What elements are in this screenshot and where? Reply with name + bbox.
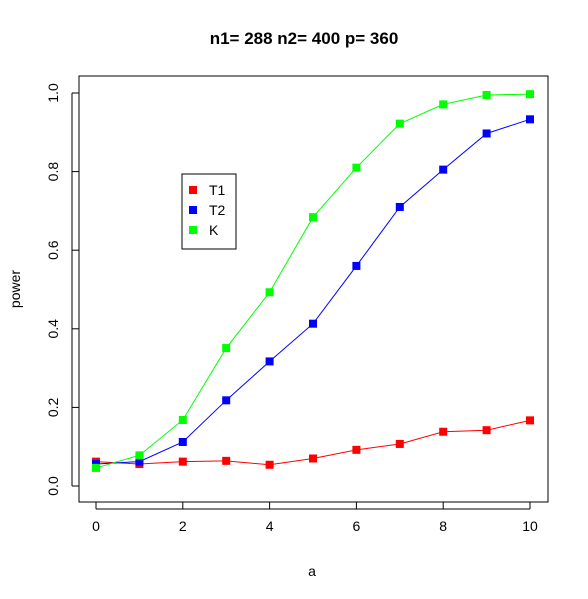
data-point: [352, 261, 361, 270]
data-point: [265, 460, 274, 469]
x-axis: 0 2 4 6 8 10: [92, 502, 538, 534]
x-tick-label: 0: [92, 518, 100, 534]
data-point: [439, 165, 448, 174]
data-point: [265, 357, 274, 366]
data-point: [222, 396, 231, 405]
y-tick-label: 1.0: [45, 83, 61, 103]
data-point: [439, 427, 448, 436]
series-k: [92, 90, 534, 472]
series-t2: [92, 115, 534, 468]
data-point: [526, 416, 534, 425]
data-point: [395, 439, 404, 448]
data-point: [352, 163, 361, 172]
data-point: [482, 129, 491, 138]
data-point: [352, 445, 361, 454]
chart-title: n1= 288 n2= 400 p= 360: [210, 29, 399, 48]
data-point: [135, 451, 144, 460]
x-tick-label: 8: [439, 518, 447, 534]
data-point: [178, 437, 187, 446]
legend-swatch: [189, 186, 197, 194]
y-axis-label: power: [7, 270, 23, 308]
x-tick-label: 2: [179, 518, 187, 534]
y-tick-label: 0.8: [45, 162, 61, 182]
legend-label: T1: [209, 182, 226, 198]
data-point: [439, 100, 448, 109]
data-point: [526, 115, 534, 124]
y-tick-label: 0.6: [45, 240, 61, 260]
data-point: [482, 426, 491, 435]
data-point: [92, 463, 100, 472]
x-tick-label: 10: [522, 518, 538, 534]
series-t1: [92, 416, 534, 469]
legend-swatch: [189, 206, 197, 214]
x-tick-label: 6: [353, 518, 361, 534]
plot-frame: [78, 75, 549, 503]
data-point: [395, 119, 404, 128]
y-tick-label: 0.0: [45, 476, 61, 496]
series-line: [95, 93, 531, 469]
y-tick-label: 0.4: [45, 319, 61, 339]
data-point: [482, 90, 491, 99]
data-point: [135, 457, 144, 466]
legend-label: K: [209, 222, 219, 238]
data-point: [178, 415, 187, 424]
x-tick-label: 4: [266, 518, 274, 534]
x-axis-label: a: [308, 563, 316, 579]
series-line: [95, 118, 531, 465]
data-point: [526, 90, 534, 99]
data-point: [222, 344, 231, 353]
y-axis: 0.0 0.2 0.4 0.6 0.8 1.0: [45, 83, 79, 496]
legend-swatch: [189, 226, 197, 234]
legend-label: T2: [209, 202, 226, 218]
legend: T1 T2 K: [181, 173, 237, 250]
data-point: [222, 456, 231, 465]
data-point: [309, 319, 317, 328]
series-layer: [92, 90, 534, 472]
data-point: [178, 457, 187, 466]
data-point: [309, 454, 317, 463]
data-point: [309, 213, 317, 222]
data-point: [395, 202, 404, 211]
y-tick-label: 0.2: [45, 397, 61, 417]
data-point: [265, 288, 274, 297]
